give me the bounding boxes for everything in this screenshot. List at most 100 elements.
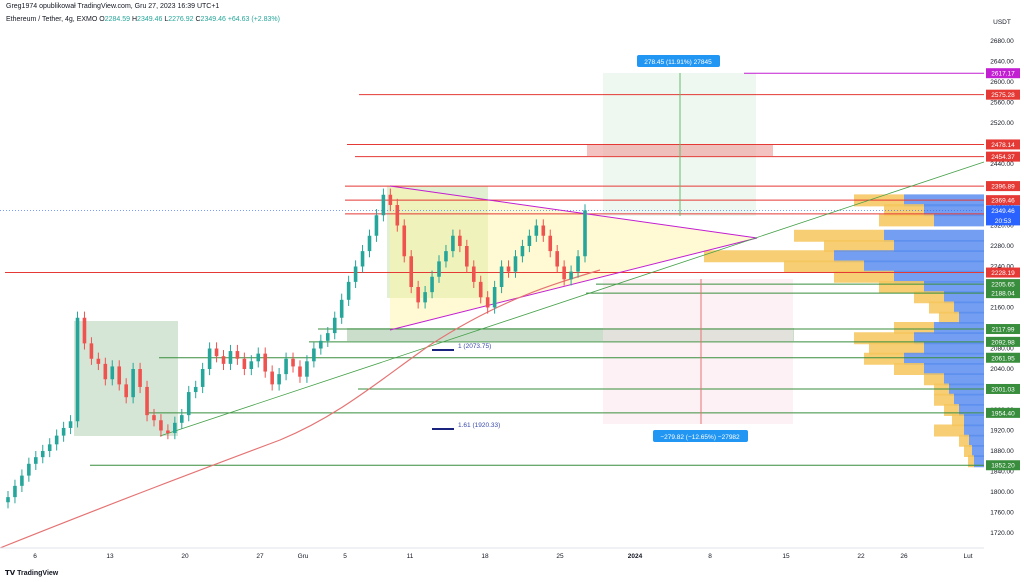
time-axis[interactable]: 6 13 20 27 Gru 5 11 18 25 2024 8 15 22 26 Lut [0, 547, 984, 560]
zones-layer [74, 73, 794, 436]
tv-brand-text: TradingView [17, 570, 59, 577]
price-tick: 2040.00 [990, 366, 1014, 373]
candle-body [416, 287, 420, 303]
candle-body [471, 266, 476, 282]
candle-body [367, 235, 372, 252]
volume-bar-blue [904, 352, 984, 365]
candle-body [117, 366, 122, 385]
time-tick: Gru [298, 553, 309, 560]
candle-body [40, 451, 45, 458]
time-tick: 13 [106, 553, 114, 560]
short-target-zone [603, 279, 793, 424]
volume-bar-blue [864, 260, 984, 273]
long-target-badge [637, 55, 720, 67]
price-tick: 2320.00 [990, 223, 1014, 230]
candle-body [402, 225, 407, 257]
volume-profile [704, 194, 984, 468]
volume-bar-blue [944, 291, 984, 304]
volume-bar-yellow [964, 445, 972, 457]
time-tick: 27 [256, 553, 264, 560]
short-target-badge [653, 430, 748, 442]
volume-bar-blue [944, 373, 984, 386]
volume-bar-yellow [869, 342, 924, 355]
countdown-label: 20:53 [995, 218, 1012, 225]
volume-bar-yellow [934, 393, 954, 406]
candle-body [381, 194, 386, 216]
price-tag [986, 352, 1020, 363]
candle-body [263, 353, 268, 372]
volume-bar-blue [834, 250, 984, 263]
volume-bar-yellow [894, 363, 924, 375]
symbol-ohlc-line: Ethereum / Tether, 4g, EXMO O2284.59 H23… [6, 16, 280, 23]
candle-body [374, 215, 379, 236]
price-tick: 2160.00 [990, 305, 1014, 312]
price-tag [986, 181, 1020, 192]
candle-body [68, 421, 73, 428]
time-tick: 18 [481, 553, 489, 560]
price-tag-label: 1954.40 [991, 410, 1015, 417]
volume-bar-blue [934, 322, 984, 334]
price-tick: 2520.00 [990, 120, 1014, 127]
candle-body [444, 251, 448, 262]
candle-body [506, 266, 511, 272]
levels-layer [0, 72, 984, 466]
rising-trendline [159, 161, 985, 437]
price-tag-label: 2001.03 [991, 386, 1015, 393]
candle-body [124, 384, 128, 398]
current-price-label: 2349.46 [991, 208, 1015, 215]
tradingview-logo[interactable]: 𝗧𝗩 TradingView [5, 569, 58, 577]
candle-body [221, 356, 226, 364]
candle-body [89, 343, 94, 359]
volume-bar-yellow [879, 281, 924, 293]
time-tick: 2024 [628, 553, 643, 560]
volume-bar-yellow [824, 240, 894, 252]
fib-1-marker [432, 349, 454, 351]
price-tag [986, 89, 1020, 100]
candle-body [13, 485, 17, 498]
volume-bar-yellow [854, 332, 914, 345]
price-tag [986, 68, 1020, 79]
open-label: O [99, 16, 105, 23]
candle-body [451, 235, 455, 252]
price-tag-label: 2454.37 [991, 154, 1015, 161]
candle-body [583, 210, 587, 257]
candle-body [312, 348, 316, 362]
candle-body [159, 420, 163, 431]
candle-body [353, 266, 358, 282]
candle-body [54, 435, 59, 445]
price-tag-label: 2478.14 [991, 142, 1015, 149]
price-axis[interactable]: USDT 1720.00 1760.00 1800.00 1840.00 1880.00 1… [984, 0, 1024, 560]
time-tick: 5 [343, 553, 347, 560]
candle-body [541, 225, 546, 236]
candle-body [228, 351, 233, 364]
candles-layer [6, 188, 587, 509]
candle-body [200, 369, 205, 387]
candle-body [520, 246, 525, 257]
candle-body [562, 266, 566, 280]
candle-body [110, 366, 115, 380]
time-tick: 26 [900, 553, 908, 560]
price-tick: 2280.00 [990, 243, 1014, 250]
symbol-name[interactable]: Ethereum / Tether, 4g, EXMO [6, 16, 98, 23]
price-tick: 2600.00 [990, 79, 1014, 86]
candle-body [207, 348, 212, 369]
candle-body [555, 251, 559, 267]
candle-body [193, 386, 198, 393]
candle-body [548, 235, 553, 252]
candle-body [75, 317, 80, 422]
volume-bar-blue [924, 281, 984, 293]
volume-bar-yellow [968, 455, 974, 468]
candle-body [277, 374, 281, 385]
low-value: 2276.92 [168, 16, 194, 23]
price-tick: 1800.00 [990, 489, 1014, 496]
change-value: +64.63 (+2.83%) [227, 16, 280, 23]
time-tick: 8 [708, 553, 712, 560]
candle-body [527, 235, 532, 246]
time-tick: Lut [963, 553, 972, 560]
volume-bar-blue [894, 270, 984, 283]
price-tag [986, 324, 1020, 335]
low-label: L [164, 16, 169, 23]
time-tick: 25 [556, 553, 564, 560]
